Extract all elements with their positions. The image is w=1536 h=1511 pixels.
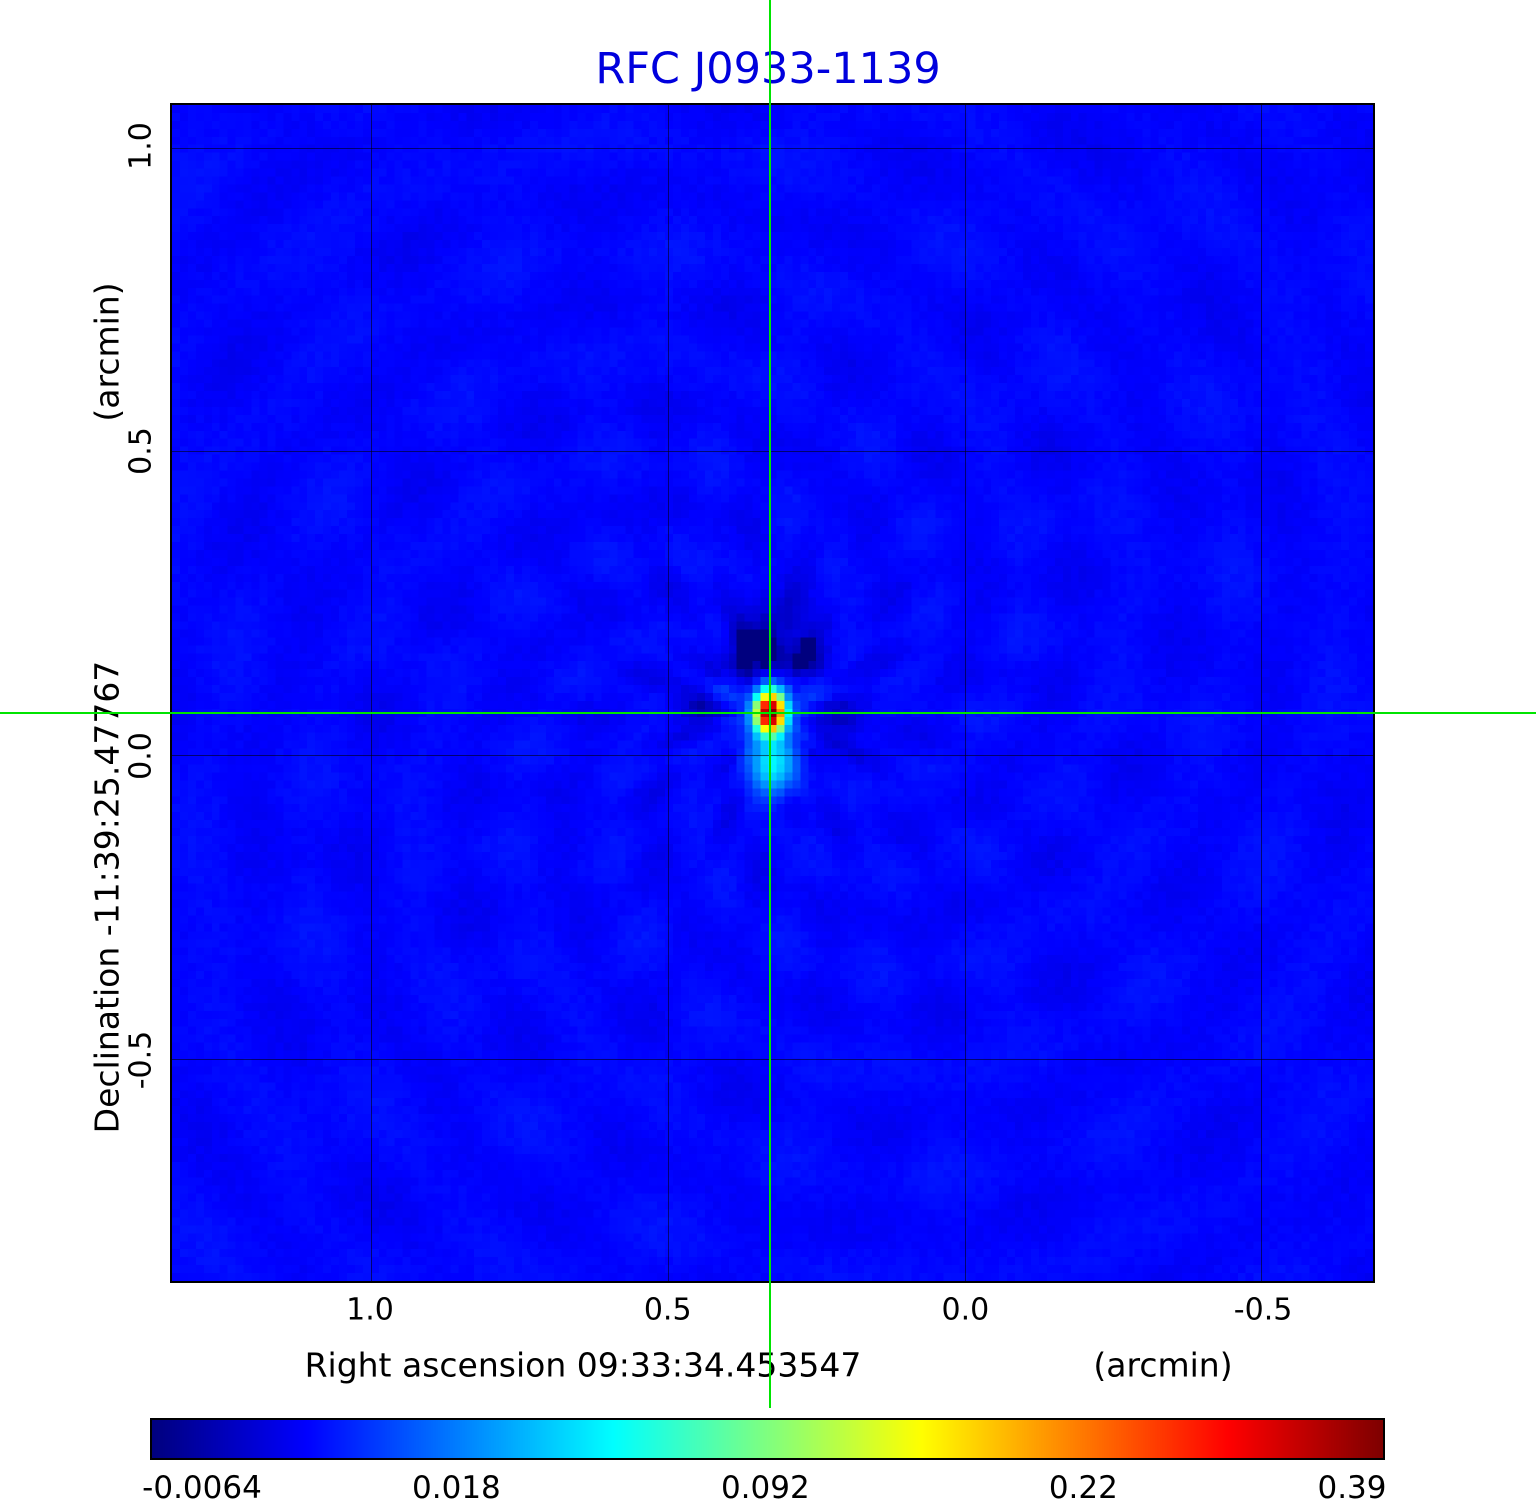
grid-line-horizontal xyxy=(172,451,1373,453)
y-tick-label: 0.5 xyxy=(123,426,159,475)
figure-title: RFC J0933-1139 xyxy=(595,44,941,94)
crosshair-vertical-line xyxy=(769,0,772,1408)
y-tick-label: 1.0 xyxy=(123,121,159,170)
sky-map-plot xyxy=(170,103,1375,1283)
grid-line-vertical xyxy=(371,105,373,1281)
colorbar-tick-label: 0.018 xyxy=(412,1470,501,1506)
x-tick-label: 1.0 xyxy=(346,1292,394,1328)
x-axis-unit-label: (arcmin) xyxy=(1093,1345,1233,1385)
x-tick-label: 0.5 xyxy=(643,1292,692,1328)
sky-map-canvas xyxy=(172,105,1373,1281)
colorbar-tick-label: 0.22 xyxy=(1048,1470,1118,1506)
grid-line-horizontal xyxy=(172,147,1373,149)
grid-line-vertical xyxy=(1261,105,1263,1281)
x-tick-label: -0.5 xyxy=(1233,1292,1293,1328)
y-axis-unit-label: (arcmin) xyxy=(87,282,127,422)
colorbar-tick-label: -0.0064 xyxy=(142,1470,262,1506)
colorbar-tick-label: 0.39 xyxy=(1317,1470,1387,1506)
grid-line-vertical xyxy=(668,105,670,1281)
grid-line-vertical xyxy=(964,105,966,1281)
crosshair-horizontal-line xyxy=(0,711,1536,714)
colorbar-tick-label: 0.092 xyxy=(720,1470,810,1506)
grid-line-horizontal xyxy=(172,755,1373,757)
y-axis-label: Declination -11:39:25.47767 xyxy=(87,660,127,1134)
grid-line-horizontal xyxy=(172,1059,1373,1061)
y-tick-label: -0.5 xyxy=(123,1031,159,1090)
colorbar-gradient-canvas xyxy=(152,1420,1383,1458)
x-tick-label: 0.0 xyxy=(941,1292,990,1328)
colorbar xyxy=(150,1418,1385,1460)
x-axis-label: Right ascension 09:33:34.453547 xyxy=(304,1345,862,1385)
y-tick-label: 0.0 xyxy=(123,731,159,780)
